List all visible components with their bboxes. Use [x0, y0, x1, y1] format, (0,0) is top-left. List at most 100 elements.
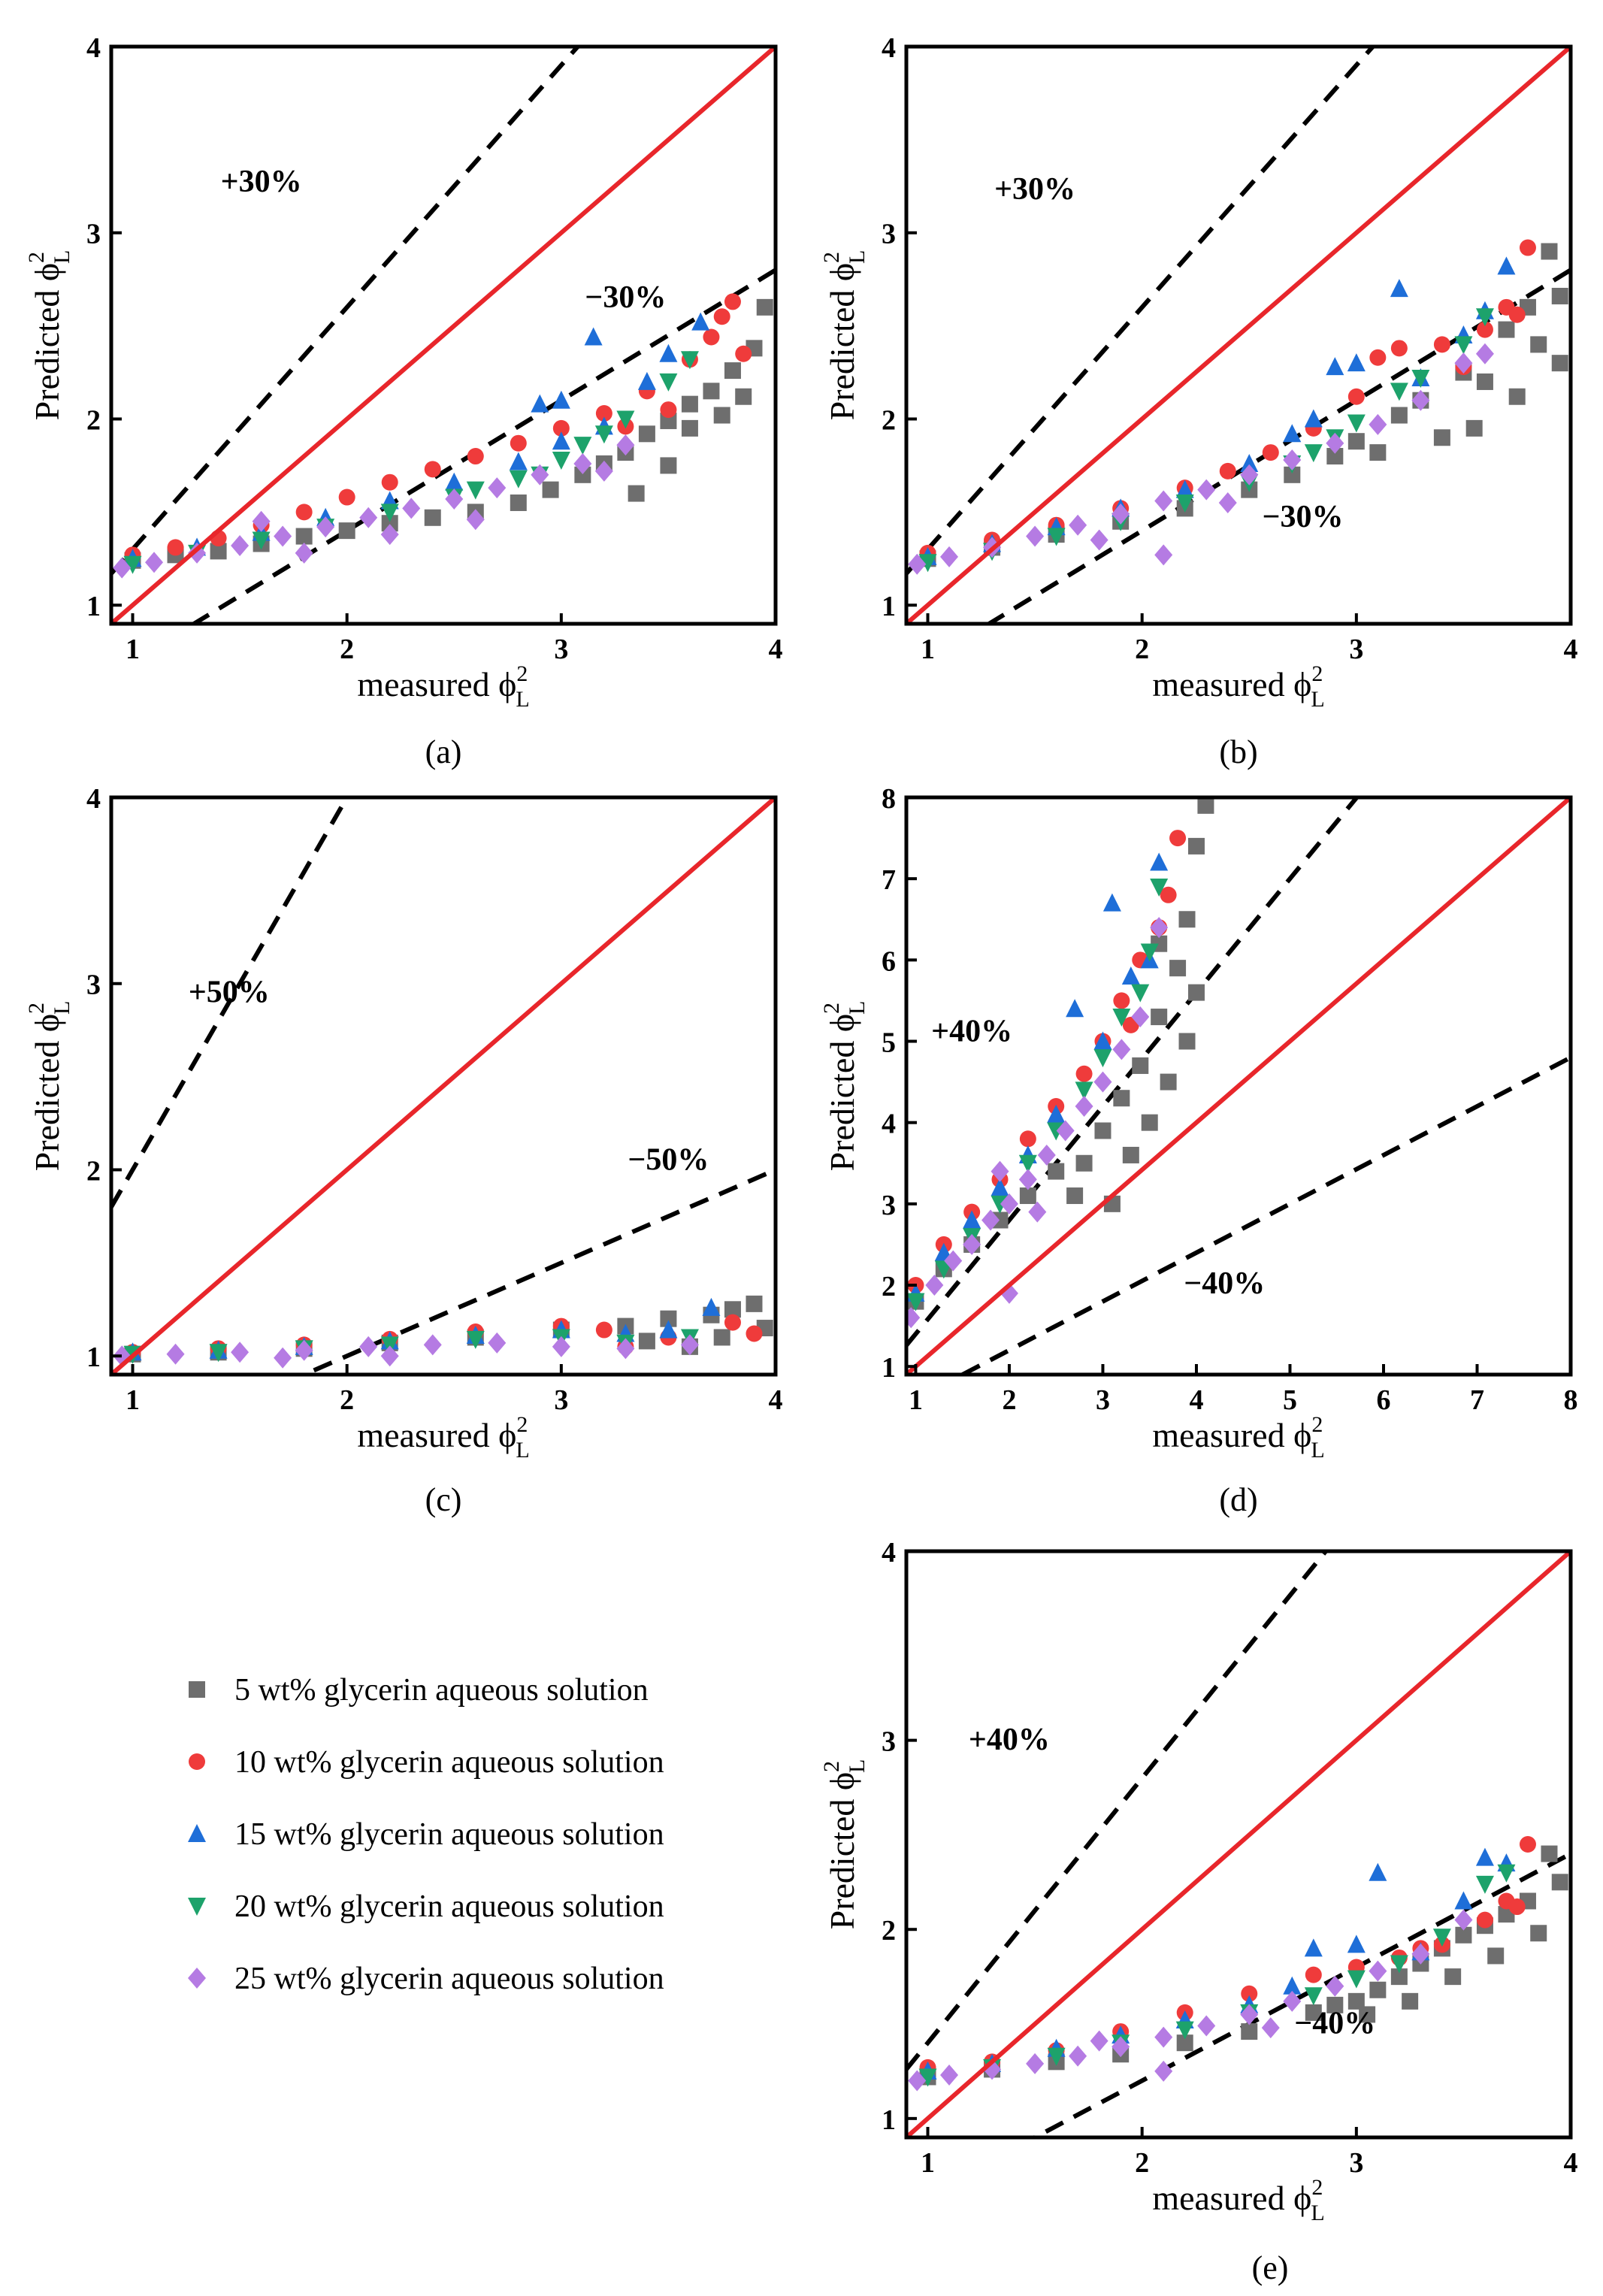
x-tick-label-e-2: 3: [1349, 2147, 1363, 2179]
point-d-15-11: [1150, 852, 1169, 871]
point-c-10-9: [746, 1325, 763, 1342]
point-e-5-23: [1326, 1996, 1344, 2013]
point-d-25-5: [1000, 1193, 1018, 1215]
point-e-10-12: [1519, 1836, 1536, 1853]
point-a-20-12: [680, 351, 699, 370]
point-d-5-4: [1019, 1187, 1036, 1205]
y-tick-label-b-0: 1: [882, 591, 896, 622]
legend-marker-10: [189, 1753, 205, 1770]
point-e-5-17: [1551, 1874, 1568, 1891]
y-tick-label-e-1: 2: [882, 1915, 896, 1947]
point-a-10-8: [467, 448, 484, 465]
point-d-15-5: [1047, 1104, 1066, 1123]
point-a-25-3: [231, 534, 250, 556]
point-c-25-4: [359, 1336, 378, 1357]
point-c-25-9: [680, 1334, 699, 1356]
y-tick-label-c-3: 4: [86, 783, 101, 815]
point-e-20-9: [1432, 1928, 1451, 1947]
point-c-25-8: [616, 1338, 635, 1360]
point-d-15-9: [1121, 966, 1140, 985]
point-b-10-8: [1347, 388, 1365, 405]
point-b-25-14: [1475, 343, 1494, 365]
point-a-5-10: [542, 481, 559, 498]
point-a-15-9: [584, 327, 603, 346]
series-d-5wt: [907, 797, 1214, 1310]
band-label-e-1: −40%: [1294, 2007, 1375, 2041]
y-tick-label-e-0: 1: [882, 2104, 896, 2136]
y-tick-label-d-3: 4: [882, 1109, 896, 1140]
point-a-20-7: [552, 451, 570, 470]
caption-d: (d): [1219, 1481, 1257, 1518]
x-axis-label-e: measured ϕ2 L: [1152, 2175, 1324, 2225]
x-tick-label-d-7: 8: [1564, 1384, 1578, 1416]
x-tick-label-c-2: 3: [554, 1384, 568, 1416]
point-d-10-4: [1019, 1130, 1036, 1148]
y-tick-label-d-1: 2: [882, 1271, 896, 1302]
band-label-c-1: −50%: [628, 1142, 709, 1177]
band-line-a-upper: [111, 47, 581, 576]
caption-c: (c): [425, 1481, 462, 1518]
point-d-25-15: [991, 1160, 1009, 1182]
point-a-5-18: [724, 362, 741, 380]
point-e-25-8: [1240, 2004, 1259, 2025]
axes-frame-c: [109, 795, 778, 1377]
point-a-25-10: [531, 464, 549, 486]
point-e-25-14: [1154, 2060, 1173, 2082]
point-e-5-8: [1369, 1981, 1387, 1998]
point-e-10-5: [1241, 1985, 1258, 2002]
point-e-25-16: [1261, 2017, 1280, 2039]
point-b-5-21: [1465, 419, 1483, 437]
point-a-15-11: [659, 343, 678, 362]
point-e-20-10: [1475, 1875, 1494, 1894]
y-tick-label-e-2: 3: [882, 1726, 896, 1758]
point-c-25-10: [274, 1347, 292, 1369]
point-d-5-22: [1066, 1187, 1084, 1205]
x-tick-label-a-3: 4: [769, 634, 783, 665]
series-a-10wt: [124, 293, 752, 564]
point-a-15-8: [552, 390, 570, 409]
x-tick-label-c-3: 4: [769, 1384, 783, 1416]
point-b-25-17: [1218, 492, 1237, 513]
point-d-15-3: [991, 1178, 1009, 1196]
point-b-10-11: [1433, 336, 1450, 353]
point-e-25-12: [1411, 1943, 1430, 1965]
y-tick-label-a-2: 3: [86, 219, 101, 250]
point-d-25-8: [1056, 1120, 1075, 1142]
point-a-25-0: [113, 557, 132, 579]
plot-area-c: [111, 797, 776, 1375]
point-d-20-7: [1093, 1049, 1112, 1068]
point-a-5-7: [424, 509, 441, 526]
y-tick-label-b-2: 3: [882, 219, 896, 250]
axes-frame-b: [904, 44, 1573, 626]
y-axis-label-e: Predicted ϕ2L: [819, 1759, 870, 1930]
caption-a: (a): [425, 734, 462, 770]
x-tick-label-b-0: 1: [921, 634, 935, 665]
x-tick-label-d-5: 6: [1376, 1384, 1390, 1416]
legend-label-15: 15 wt% glycerin aqueous solution: [234, 1817, 664, 1852]
y-axis-label-a: Predicted ϕ2L: [24, 250, 74, 421]
x-tick-label-a-2: 3: [554, 634, 568, 665]
point-e-25-3: [1026, 2052, 1045, 2074]
point-c-25-5: [423, 1334, 442, 1356]
point-a-15-14: [552, 431, 570, 450]
axes-frame-a: [109, 44, 778, 626]
x-axis-label-d: measured ϕ2 L: [1152, 1412, 1324, 1463]
point-a-20-10: [616, 410, 635, 429]
point-b-5-18: [1551, 355, 1568, 372]
series-d-20wt: [906, 878, 1169, 1311]
x-tick-label-c-1: 2: [340, 1384, 354, 1416]
x-tick-label-e-0: 1: [921, 2147, 935, 2179]
point-d-25-6: [1018, 1169, 1037, 1190]
x-tick-label-e-3: 4: [1564, 2147, 1578, 2179]
band-line-c-upper: [111, 797, 350, 1209]
point-d-15-7: [1093, 1031, 1112, 1050]
point-e-5-9: [1390, 1968, 1408, 1986]
series-c-20wt: [123, 1329, 699, 1364]
point-e-5-21: [1402, 1992, 1419, 2010]
point-a-20-2: [252, 531, 271, 550]
legend-label-25: 25 wt% glycerin aqueous solution: [234, 1962, 664, 1996]
point-b-20-13: [1304, 444, 1323, 463]
point-a-10-15: [713, 308, 730, 325]
point-b-5-8: [1347, 433, 1365, 450]
panel-c: +50% −50% 1 2 3 4 1 2 3 4 measured ϕ2 L Predicted ϕ2…: [24, 783, 783, 1518]
